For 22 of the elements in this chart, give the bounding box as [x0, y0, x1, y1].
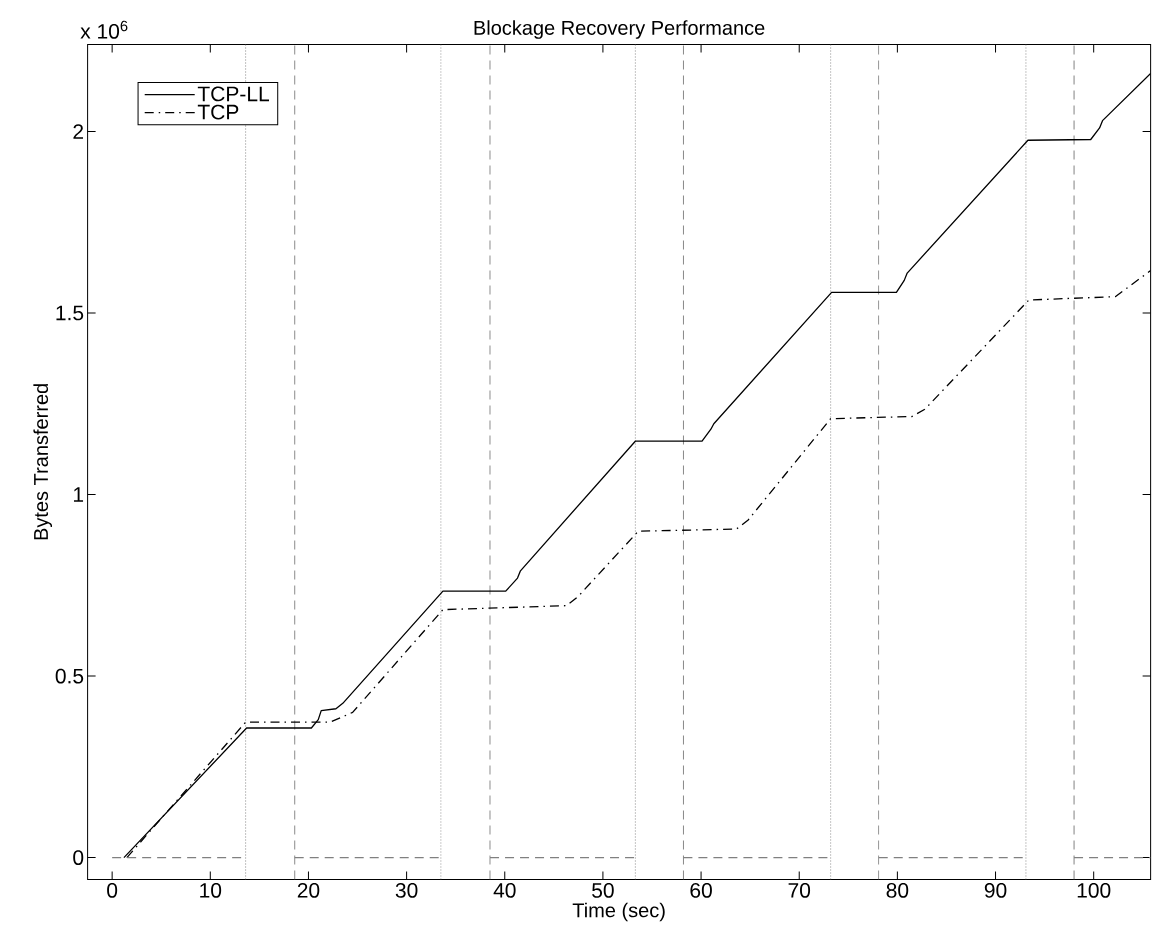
x-tick-label: 40	[493, 882, 516, 898]
x-tick-label: 10	[200, 882, 222, 898]
x-tick-label: 90	[984, 882, 1007, 898]
y-tick-label: 1.5	[56, 305, 84, 321]
legend-label: TCP-LL	[197, 86, 270, 102]
x-tick-label: 50	[592, 882, 614, 898]
y-tick-label: 2	[73, 124, 84, 139]
x-tick-label: 30	[395, 882, 418, 898]
text: x 10$^{6}$	[80, 20, 128, 39]
x-tick-label: 70	[788, 882, 811, 898]
x-tick-label: 0	[107, 882, 118, 898]
y-tick-label: 1	[73, 487, 84, 502]
x-tick-label: 20	[297, 882, 320, 898]
chart-title: Blockage Recovery Performance	[474, 20, 765, 39]
x-axis-title: Time (sec)	[572, 902, 665, 922]
y-axis-title: Bytes Transferred	[33, 384, 53, 540]
x-tick-label: 60	[690, 882, 712, 898]
legend-label: TCP	[197, 104, 239, 120]
x-tick-label: 80	[886, 882, 909, 898]
x-tick-label: 100	[1077, 882, 1111, 898]
y-tick-label: 0.5	[55, 668, 84, 684]
y-tick-label: 0	[73, 850, 84, 866]
